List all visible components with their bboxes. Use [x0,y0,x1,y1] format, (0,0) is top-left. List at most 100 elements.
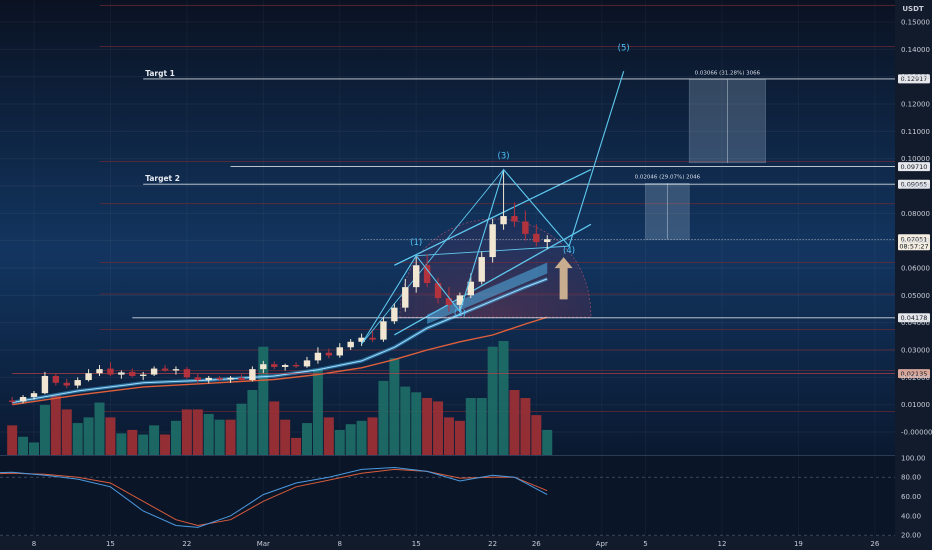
price-tick-label: 0.05000 [901,292,930,300]
price-tick-label: 0.11000 [901,128,930,136]
volume-bar [94,402,105,455]
fib-levels [99,5,895,412]
candle-body [260,364,267,370]
candle-body [74,380,81,386]
candle-body [140,374,147,376]
volume-bar [302,423,312,455]
volume-bar [378,380,389,455]
time-tick-label: 15 [106,540,115,548]
volume-bar [225,419,236,455]
level-price-tag-text: 0.09710 [901,163,928,171]
candle-body [402,287,409,308]
candle-body [336,347,343,356]
wave-label: (2) [454,309,466,319]
level-price-tag [898,74,930,84]
volume-bar [181,409,192,455]
candle-body [227,377,234,380]
level-price-tag-text: 0.04178 [901,314,928,322]
wave-label: (5) [618,44,630,54]
oscillator-pane-background [0,455,895,536]
candle-body [358,337,365,342]
volume-bar [400,386,411,455]
osc-tick-label: 20.00 [901,532,921,540]
time-tick-label: 5 [643,540,647,548]
volume-bar [531,415,542,455]
volume-bar [443,417,454,455]
candle-body [96,369,103,374]
time-tick-label: 22 [488,540,497,548]
candle-body [522,221,529,234]
time-tick-label: 8 [32,540,36,548]
candle-body [271,364,278,367]
volume-bar [367,417,378,455]
time-tick-label: Mar [257,540,270,548]
volume-bar [18,436,29,455]
candle-body [369,337,376,340]
candle-body [172,369,180,371]
candle-body [445,298,453,305]
price-tick-label: 0.03000 [901,347,930,355]
candle-body [41,375,49,394]
candle-body [423,265,431,284]
price-tick-label: 0.12000 [901,101,930,109]
volume-bar [7,425,18,455]
candle-body [292,365,300,367]
up-arrow-shape [554,257,573,300]
level-price-tag [898,162,930,172]
candle-body [63,382,70,386]
elliott-wave[interactable]: (1) (2) (3) (4) (5) [361,44,630,345]
price-tick-label: 0.06000 [901,265,930,273]
level-price-tag-text: 0.09065 [901,181,928,189]
volume-bar [454,420,465,455]
candle-body [500,216,507,225]
candle-body [467,281,474,296]
time-tick-label: 8 [338,540,342,548]
candle-body [413,265,420,288]
candle-body [129,371,136,376]
current-price-tag [898,234,930,251]
volume-bar [247,390,258,455]
time-tick-label: 19 [794,540,803,548]
time-tick-label: 12 [717,540,726,548]
volume-bar [50,395,61,455]
candle-body [194,377,201,381]
measure-box-caption: 0.02046 (29.07%) 2046 [635,174,701,180]
candles[interactable] [8,169,551,405]
candle-body [544,239,551,243]
volume-bar [280,419,291,455]
level-price-tag [898,369,930,379]
volume-bar [334,429,345,455]
level-price-tag [898,313,930,323]
currency-label: USDT [902,5,924,13]
volume-bar [83,417,94,455]
candle-body [347,341,354,348]
volume-bar [29,442,39,455]
candle-body [489,224,496,258]
ema-slow-line [12,316,548,406]
candle-body [150,368,158,375]
candle-body [325,352,333,356]
axes: 0.15000 0.14000 0.13000 0.12000 0.11000 0.100… [32,19,932,549]
moving-averages [11,277,548,406]
horizontal-levels[interactable]: Targt 1 0.12917 Target 2 0.09065 0.09710 0.04… [12,69,930,379]
candle-body [205,377,212,381]
volume-bar [291,437,302,455]
price-tick-label: 0.13000 [901,73,930,81]
time-tick-label: 26 [532,540,541,548]
volume-bar [149,425,160,455]
volume-bar [476,398,487,455]
osc-tick-label: 40.00 [901,512,921,520]
candle-body [118,372,125,375]
ema-fast-line [12,278,548,403]
price-tick-label: 0.14000 [901,46,930,54]
volume-bar [236,403,247,455]
wave-trend-1 [361,169,504,345]
measure-boxes[interactable]: 0.02046 (29.07%) 2046 0.03066 (31.28%) 30… [635,70,766,240]
volume-bar [323,417,334,455]
candle-body [533,233,540,243]
time-tick-label: 26 [870,540,879,548]
volume-bar [61,409,72,455]
volume-bar [160,434,171,455]
osc-d-line [0,468,548,527]
